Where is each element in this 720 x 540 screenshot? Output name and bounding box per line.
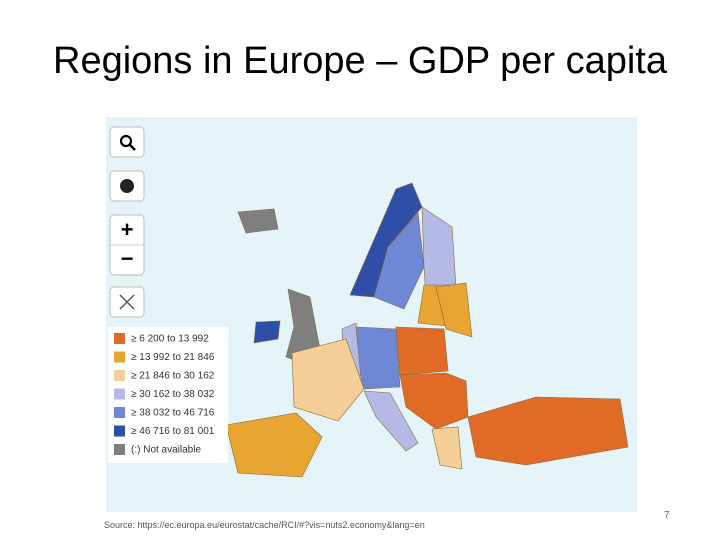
- greece: [431, 426, 463, 470]
- regions: [225, 182, 629, 478]
- iceland: [237, 208, 279, 234]
- source: Source: https://ec.europa.eu/eurostat/ca…: [104, 520, 425, 530]
- page-number: 7: [664, 510, 670, 521]
- legend-swatch: [114, 407, 125, 418]
- slide-title: Regions in Europe – GDP per capita: [53, 40, 667, 82]
- poland: [395, 326, 449, 376]
- legend-swatch: [114, 351, 125, 363]
- legend-swatch: [114, 370, 125, 381]
- legend-swatch: [114, 425, 125, 437]
- legend-label: ≥ 13 992 to 21 846: [131, 352, 215, 363]
- legend-swatch: [114, 388, 125, 400]
- legend-box: [108, 327, 228, 463]
- search-icon: [119, 134, 133, 148]
- sweden: [373, 212, 425, 310]
- search-button[interactable]: [109, 126, 145, 158]
- search-icon: [129, 144, 136, 151]
- italy: [363, 390, 419, 452]
- turkey: [467, 396, 629, 466]
- legend-label: ≥ 6 200 to 13 992: [131, 334, 209, 345]
- zoom-out[interactable]: −: [121, 246, 134, 271]
- belarus-region: [435, 282, 473, 338]
- legend-swatch: [114, 333, 125, 344]
- legend-label: ≥ 21 846 to 30 162: [131, 371, 215, 382]
- map-controls: + −: [109, 126, 145, 318]
- germany: [355, 326, 401, 390]
- iberia: [225, 412, 323, 478]
- map: + − ≥ 6 200 to 13 992≥ 13 992 to 21 846≥…: [106, 117, 637, 512]
- legend-label: ≥ 38 032 to 46 716: [131, 408, 215, 419]
- zoom-in[interactable]: +: [121, 217, 134, 242]
- france: [291, 338, 365, 422]
- legend: ≥ 6 200 to 13 992 ≥ 13 992 to 21 846 ≥ 21 …: [108, 327, 228, 463]
- fullscreen-icon: [119, 294, 135, 310]
- legend-swatch: [114, 444, 125, 455]
- globe-icon: [120, 179, 134, 193]
- legend-label: (:) Not available: [131, 445, 201, 456]
- legend-label: ≥ 46 716 to 81 001: [131, 426, 215, 437]
- legend-label: ≥ 30 162 to 38 032: [131, 389, 215, 400]
- ireland: [253, 320, 281, 344]
